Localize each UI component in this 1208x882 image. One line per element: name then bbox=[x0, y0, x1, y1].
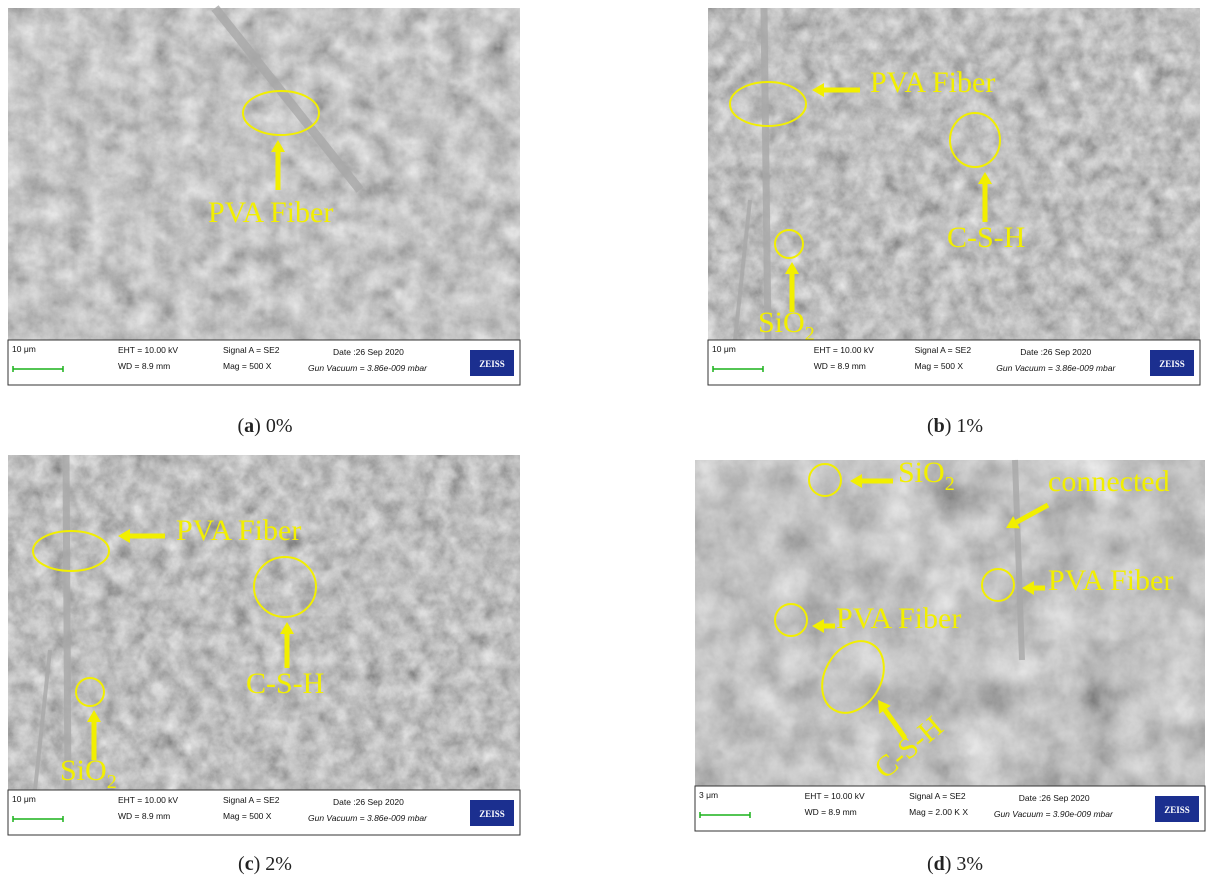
info-vacuum: Gun Vacuum = 3.86e-009 mbar bbox=[996, 363, 1116, 373]
annotation: connected bbox=[1048, 465, 1170, 498]
sem-image bbox=[708, 8, 1200, 340]
info-vacuum: Gun Vacuum = 3.86e-009 mbar bbox=[308, 813, 428, 823]
info-mag: Mag = 2.00 K X bbox=[909, 807, 968, 817]
annotation-text: SiO bbox=[60, 754, 107, 787]
info-wd: WD = 8.9 mm bbox=[814, 361, 866, 371]
annotation: C-S-H bbox=[947, 221, 1025, 254]
info-date: Date :26 Sep 2020 bbox=[333, 797, 404, 807]
caption-letter: c bbox=[245, 853, 254, 875]
annotation-text: SiO bbox=[758, 306, 805, 339]
scale-label: 10 μm bbox=[12, 344, 36, 354]
scale-label: 10 μm bbox=[12, 794, 36, 804]
info-signal: Signal A = SE2 bbox=[223, 345, 280, 355]
figure: PVA Fiber 10 μm EHT = 10.00 kV WD = 8.9 mm S… bbox=[0, 0, 1208, 882]
annotation: PVA Fiber bbox=[176, 514, 301, 547]
sem-image bbox=[8, 455, 520, 790]
info-signal: Signal A = SE2 bbox=[223, 795, 280, 805]
caption: (c) 2% bbox=[238, 853, 292, 875]
caption-letter: a bbox=[244, 415, 254, 437]
caption-text: ) 1% bbox=[945, 415, 983, 437]
panel: PVA Fiber 10 μm EHT = 10.00 kV WD = 8.9 mm S… bbox=[8, 8, 520, 437]
annotation: PVA Fiber bbox=[1048, 564, 1173, 597]
scale-label: 10 μm bbox=[712, 344, 736, 354]
caption-text: ) 0% bbox=[254, 415, 292, 437]
scale-label: 3 μm bbox=[699, 790, 718, 800]
annotation-text: SiO bbox=[898, 456, 945, 489]
brand-text: ZEISS bbox=[1164, 805, 1190, 815]
brand-text: ZEISS bbox=[1159, 359, 1185, 369]
annotation-text: PVA Fiber bbox=[870, 66, 995, 99]
info-vacuum: Gun Vacuum = 3.90e-009 mbar bbox=[994, 809, 1114, 819]
info-eht: EHT = 10.00 kV bbox=[814, 345, 874, 355]
info-eht: EHT = 10.00 kV bbox=[118, 795, 178, 805]
annotation-text: C-S-H bbox=[947, 221, 1025, 254]
annotation-text: C-S-H bbox=[246, 667, 324, 700]
info-date: Date :26 Sep 2020 bbox=[1020, 347, 1091, 357]
info-wd: WD = 8.9 mm bbox=[118, 361, 170, 371]
info-date: Date :26 Sep 2020 bbox=[333, 347, 404, 357]
annotation-subscript: 2 bbox=[945, 473, 955, 495]
info-vacuum: Gun Vacuum = 3.86e-009 mbar bbox=[308, 363, 428, 373]
info-date: Date :26 Sep 2020 bbox=[1019, 793, 1090, 803]
caption-letter: b bbox=[934, 415, 945, 437]
annotation-text: PVA Fiber bbox=[176, 514, 301, 547]
info-eht: EHT = 10.00 kV bbox=[805, 791, 865, 801]
annotation-text: connected bbox=[1048, 465, 1170, 498]
fiber bbox=[764, 8, 768, 340]
info-wd: WD = 8.9 mm bbox=[118, 811, 170, 821]
info-wd: WD = 8.9 mm bbox=[805, 807, 857, 817]
info-eht: EHT = 10.00 kV bbox=[118, 345, 178, 355]
info-mag: Mag = 500 X bbox=[223, 361, 272, 371]
annotation: C-S-H bbox=[246, 667, 324, 700]
caption-text: ) 2% bbox=[254, 853, 292, 875]
caption: (a) 0% bbox=[238, 415, 293, 437]
info-mag: Mag = 500 X bbox=[223, 811, 272, 821]
caption: (b) 1% bbox=[927, 415, 983, 437]
info-signal: Signal A = SE2 bbox=[909, 791, 966, 801]
caption-letter: d bbox=[934, 853, 945, 875]
info-mag: Mag = 500 X bbox=[915, 361, 964, 371]
annotation: PVA Fiber bbox=[870, 66, 995, 99]
caption-text: ) 3% bbox=[945, 853, 983, 875]
caption: (d) 3% bbox=[927, 853, 983, 875]
sem-image bbox=[8, 8, 520, 340]
brand-text: ZEISS bbox=[479, 359, 505, 369]
annotation-text: PVA Fiber bbox=[836, 602, 961, 635]
info-signal: Signal A = SE2 bbox=[915, 345, 972, 355]
brand-text: ZEISS bbox=[479, 809, 505, 819]
fiber bbox=[66, 455, 68, 790]
annotation-text: PVA Fiber bbox=[208, 196, 333, 229]
annotation: PVA Fiber bbox=[836, 602, 961, 635]
annotation: PVA Fiber bbox=[208, 196, 333, 229]
annotation-text: PVA Fiber bbox=[1048, 564, 1173, 597]
